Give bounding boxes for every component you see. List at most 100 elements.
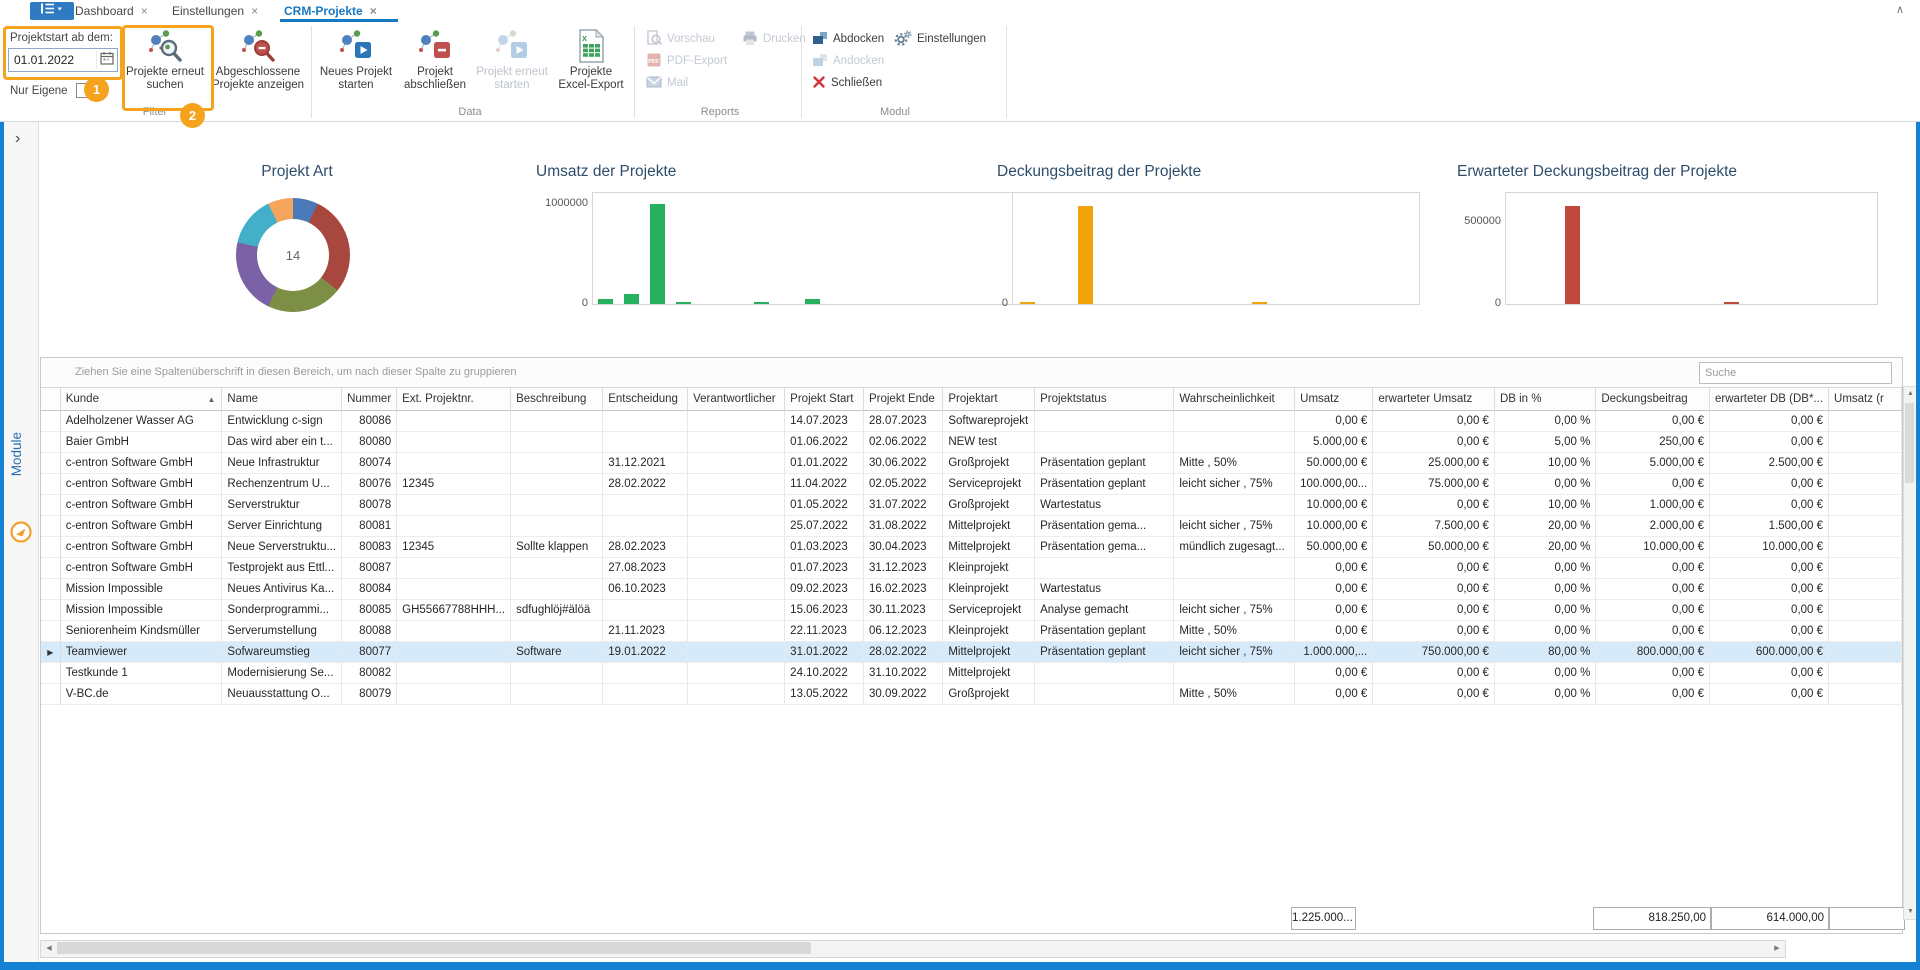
table-cell[interactable]: Testkunde 1: [60, 663, 223, 684]
table-cell[interactable]: Modernisierung Se...: [222, 663, 343, 684]
table-cell[interactable]: 0,00 €: [1710, 558, 1830, 579]
table-cell[interactable]: Wartestatus: [1035, 579, 1175, 600]
table-cell[interactable]: 0,00 %: [1494, 558, 1597, 579]
table-cell[interactable]: 02.06.2022: [863, 432, 944, 453]
table-cell[interactable]: [1829, 558, 1902, 579]
table-cell[interactable]: [1829, 453, 1902, 474]
table-cell[interactable]: [688, 579, 786, 600]
table-cell[interactable]: Server Einrichtung: [222, 516, 343, 537]
table-cell[interactable]: 80074: [342, 453, 398, 474]
table-cell[interactable]: 0,00 €: [1596, 663, 1711, 684]
table-cell[interactable]: 80088: [342, 621, 398, 642]
row-indicator-cell[interactable]: [41, 579, 61, 600]
table-cell[interactable]: 80077: [342, 642, 398, 663]
row-indicator-cell[interactable]: [41, 495, 61, 516]
row-indicator-cell[interactable]: [41, 432, 61, 453]
table-cell[interactable]: c-entron Software GmbH: [60, 474, 223, 495]
table-cell[interactable]: 2.000,00 €: [1596, 516, 1711, 537]
table-cell[interactable]: 28.07.2023: [863, 411, 944, 432]
table-cell[interactable]: [1829, 579, 1902, 600]
table-cell[interactable]: 20,00 %: [1494, 516, 1597, 537]
table-cell[interactable]: 0,00 €: [1710, 579, 1830, 600]
table-cell[interactable]: 25.000,00 €: [1373, 453, 1495, 474]
row-indicator-cell[interactable]: [41, 684, 61, 705]
table-cell[interactable]: c-entron Software GmbH: [60, 453, 223, 474]
table-cell[interactable]: leicht sicher , 75%: [1174, 600, 1296, 621]
column-header[interactable]: Umsatz: [1295, 388, 1374, 411]
vertical-scrollbar-thumb[interactable]: [1905, 403, 1914, 483]
table-cell[interactable]: [511, 432, 604, 453]
table-cell[interactable]: sdfughlöj#älöä: [511, 600, 604, 621]
table-cell[interactable]: [511, 411, 604, 432]
table-cell[interactable]: [688, 600, 786, 621]
scroll-right-icon[interactable]: ▶: [1774, 945, 1780, 952]
table-cell[interactable]: [688, 642, 786, 663]
table-cell[interactable]: Sollte klappen: [511, 537, 604, 558]
close-icon[interactable]: ×: [251, 4, 259, 18]
table-cell[interactable]: Das wird aber ein t...: [222, 432, 343, 453]
table-cell[interactable]: 5.000,00 €: [1596, 453, 1711, 474]
table-cell[interactable]: Wartestatus: [1035, 495, 1175, 516]
table-cell[interactable]: [1174, 411, 1296, 432]
sidebar-item-module[interactable]: Module: [9, 432, 24, 477]
table-cell[interactable]: Serviceprojekt: [943, 600, 1036, 621]
table-cell[interactable]: 13.05.2022: [785, 684, 864, 705]
column-header[interactable]: Projekt Start: [785, 388, 864, 411]
table-cell[interactable]: 0,00 €: [1710, 432, 1830, 453]
table-cell[interactable]: [1829, 684, 1902, 705]
table-cell[interactable]: Adelholzener Wasser AG: [60, 411, 223, 432]
undock-button[interactable]: Abdocken: [812, 30, 884, 48]
table-cell[interactable]: [1829, 600, 1902, 621]
table-cell[interactable]: Mission Impossible: [60, 579, 223, 600]
row-indicator-cell[interactable]: [41, 621, 61, 642]
table-cell[interactable]: [603, 411, 689, 432]
table-cell[interactable]: [688, 621, 786, 642]
table-cell[interactable]: [397, 516, 512, 537]
table-cell[interactable]: [1174, 432, 1296, 453]
table-cell[interactable]: 800.000,00 €: [1596, 642, 1711, 663]
table-cell[interactable]: 750.000,00 €: [1373, 642, 1495, 663]
row-indicator-cell[interactable]: [41, 663, 61, 684]
table-cell[interactable]: [1174, 663, 1296, 684]
table-cell[interactable]: 30.06.2022: [863, 453, 944, 474]
table-cell[interactable]: [511, 453, 604, 474]
table-cell[interactable]: leicht sicher , 75%: [1174, 474, 1296, 495]
table-cell[interactable]: 75.000,00 €: [1373, 474, 1495, 495]
table-row[interactable]: ▶ Teamviewer Sofwareumstieg 80077 Software 19…: [41, 642, 1902, 663]
column-header[interactable]: Beschreibung: [511, 388, 604, 411]
table-cell[interactable]: 100.000,00...: [1295, 474, 1374, 495]
table-cell[interactable]: 10,00 %: [1494, 495, 1597, 516]
table-cell[interactable]: 22.11.2023: [785, 621, 864, 642]
table-cell[interactable]: [397, 432, 512, 453]
table-row[interactable]: Adelholzener Wasser AG Entwicklung c-sign…: [41, 411, 1902, 432]
table-cell[interactable]: 80083: [342, 537, 398, 558]
table-cell[interactable]: 10.000,00 €: [1596, 537, 1711, 558]
table-cell[interactable]: 0,00 €: [1295, 600, 1374, 621]
table-cell[interactable]: 10.000,00 €: [1295, 495, 1374, 516]
table-cell[interactable]: 80085: [342, 600, 398, 621]
table-cell[interactable]: Präsentation gema...: [1035, 537, 1175, 558]
table-row[interactable]: Seniorenheim Kindsmüller Serverumstellung…: [41, 621, 1902, 642]
table-row[interactable]: c-entron Software GmbH Server Einrichtung…: [41, 516, 1902, 537]
table-cell[interactable]: 01.07.2023: [785, 558, 864, 579]
group-by-bar[interactable]: Ziehen Sie eine Spaltenüberschrift in di…: [41, 358, 1902, 388]
table-cell[interactable]: [397, 663, 512, 684]
close-icon[interactable]: ×: [140, 4, 148, 18]
table-row[interactable]: Testkunde 1 Modernisierung Se... 80082 24.1…: [41, 663, 1902, 684]
table-cell[interactable]: 50.000,00 €: [1295, 453, 1374, 474]
table-cell[interactable]: Großprojekt: [943, 453, 1036, 474]
table-cell[interactable]: Mittelprojekt: [943, 537, 1036, 558]
table-cell[interactable]: V-BC.de: [60, 684, 223, 705]
table-cell[interactable]: 0,00 €: [1596, 411, 1711, 432]
table-cell[interactable]: [1035, 684, 1175, 705]
table-cell[interactable]: mündlich zugesagt...: [1174, 537, 1296, 558]
table-cell[interactable]: [688, 558, 786, 579]
close-module-button[interactable]: Schließen: [812, 74, 882, 92]
table-cell[interactable]: 31.12.2023: [863, 558, 944, 579]
table-cell[interactable]: Kleinprojekt: [943, 558, 1036, 579]
table-cell[interactable]: Kleinprojekt: [943, 579, 1036, 600]
column-header[interactable]: erwarteter DB (DB*...: [1710, 388, 1830, 411]
table-cell[interactable]: 0,00 €: [1295, 558, 1374, 579]
table-cell[interactable]: 31.08.2022: [863, 516, 944, 537]
table-cell[interactable]: 250,00 €: [1596, 432, 1711, 453]
